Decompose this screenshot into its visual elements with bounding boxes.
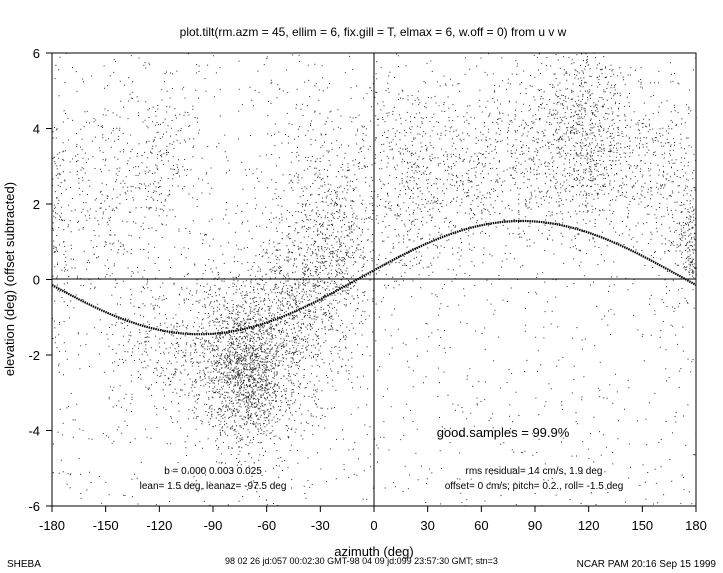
y-axis-ticks: -6 -4 -2 0 2 4 6 bbox=[28, 46, 52, 514]
x-tick-label: -180 bbox=[39, 518, 65, 533]
rms-residual-annotation: rms residual= 14 cm/s, 1.9 deg bbox=[465, 466, 602, 477]
chart-title: plot.tilt(rm.azm = 45, ellim = 6, fix.gi… bbox=[180, 25, 567, 39]
good-samples-annotation: good.samples = 99.9% bbox=[437, 425, 570, 440]
footer-left: SHEBA bbox=[7, 559, 41, 570]
coefficient-annotation: b = 0.000 0.003 0.025 bbox=[164, 466, 262, 477]
y-tick-label: -6 bbox=[28, 499, 40, 514]
y-tick-label: -2 bbox=[28, 348, 40, 363]
x-tick-label: -30 bbox=[311, 518, 330, 533]
y-tick-label: 0 bbox=[33, 273, 40, 288]
x-tick-label: -60 bbox=[257, 518, 276, 533]
x-tick-label: 150 bbox=[631, 518, 653, 533]
x-tick-label: 180 bbox=[685, 518, 707, 533]
x-tick-label: -90 bbox=[204, 518, 223, 533]
x-tick-label: -120 bbox=[146, 518, 172, 533]
x-tick-label: 30 bbox=[420, 518, 434, 533]
footer-center: 98 02 26 jd:057 00:02:30 GMT-98 04 09 jd… bbox=[225, 556, 498, 566]
lean-annotation: lean= 1.5 deg, leanaz= -97.5 deg bbox=[140, 481, 287, 492]
scatter-points bbox=[52, 52, 697, 507]
y-tick-label: 6 bbox=[33, 46, 40, 61]
x-tick-label: -150 bbox=[93, 518, 119, 533]
y-tick-label: 2 bbox=[33, 197, 40, 212]
scatter-dots bbox=[52, 52, 697, 507]
x-axis-label: azimuth (deg) bbox=[334, 544, 413, 559]
x-tick-label: 0 bbox=[370, 518, 377, 533]
x-tick-label: 120 bbox=[578, 518, 600, 533]
x-tick-label: 90 bbox=[528, 518, 542, 533]
offset-annotation: offset= 0 cm/s; pitch= 0.2., roll= -1.5 … bbox=[445, 481, 624, 492]
y-tick-label: -4 bbox=[28, 424, 40, 439]
x-axis-ticks: -180 -150 -120 -90 -60 -30 0 30 60 90 120 150 180 bbox=[39, 506, 707, 533]
y-tick-label: 4 bbox=[33, 122, 40, 137]
footer-right: NCAR PAM 20:16 Sep 15 1999 bbox=[576, 559, 716, 570]
y-axis-label: elevation (deg) (offset subtracted) bbox=[2, 182, 17, 376]
x-tick-label: 60 bbox=[474, 518, 488, 533]
